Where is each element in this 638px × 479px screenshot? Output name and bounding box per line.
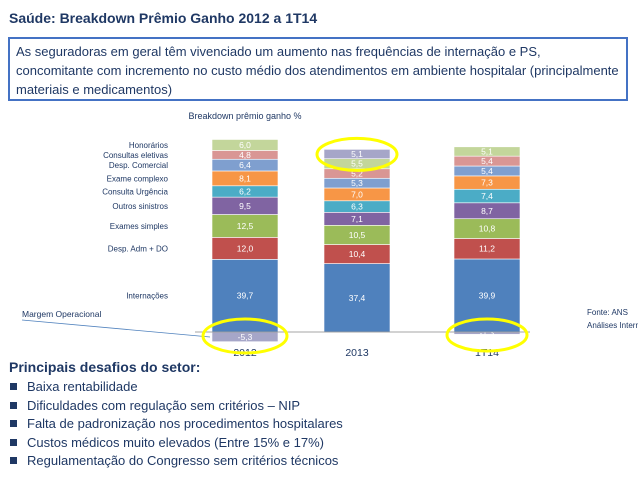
data-label: 6,2 — [239, 186, 251, 196]
bar-segment — [453, 146, 521, 157]
square-bullet-icon — [10, 401, 17, 409]
category-label: 1T14 — [475, 347, 499, 359]
bar-segment — [211, 139, 279, 151]
data-label: 7,3 — [481, 178, 493, 188]
legend-leader-line — [21, 319, 211, 338]
highlight-ellipse — [315, 136, 399, 172]
challenge-text: Baixa rentabilidade — [27, 379, 138, 394]
data-label: 5,2 — [351, 169, 363, 179]
square-bullet-icon — [10, 383, 17, 390]
data-label: 39,9 — [479, 290, 496, 300]
data-label: 9,5 — [239, 201, 251, 211]
bar-segment — [323, 149, 391, 159]
data-label: 7,0 — [351, 189, 363, 199]
data-label: 8,7 — [481, 206, 493, 216]
data-label: 6,3 — [351, 202, 363, 212]
challenge-text: Regulamentação do Congresso sem critério… — [27, 453, 339, 468]
challenge-item: Dificuldades com regulação sem critérios… — [9, 397, 343, 416]
chart-body: -5,339,712,012,59,56,28,16,44,86,0201237… — [21, 136, 530, 359]
data-label: 10,8 — [479, 224, 496, 234]
category-label: 2013 — [345, 347, 369, 359]
data-label: 5,5 — [351, 159, 363, 169]
legend-label: Exames simples — [110, 222, 168, 231]
challenge-text: Falta de padronização nos procedimentos … — [27, 416, 343, 431]
data-label: 10,5 — [349, 230, 366, 240]
data-label: 5,1 — [481, 146, 493, 156]
challenges-heading: Principais desafios do setor: — [9, 359, 201, 375]
source-line-2: Análises Internas — [587, 321, 638, 330]
data-label: -1,3 — [480, 328, 495, 338]
legend-label: Exame complexo — [107, 174, 169, 183]
subtitle-box: As seguradoras em geral têm vivenciado u… — [8, 37, 628, 101]
challenge-item: Baixa rentabilidade — [9, 378, 343, 397]
challenges-list: Baixa rentabilidade Dificuldades com reg… — [9, 378, 343, 471]
data-label: 6,4 — [239, 160, 251, 170]
challenge-text: Dificuldades com regulação sem critérios… — [27, 397, 301, 413]
challenge-text: Custos médicos muito elevados (Entre 15%… — [27, 434, 324, 450]
data-label: 4,8 — [239, 150, 251, 160]
legend-label: Outros sinistros — [112, 202, 168, 211]
legend-label: Margem Operacional — [22, 309, 101, 319]
data-label: 7,4 — [481, 191, 493, 201]
legend-label: Desp. Comercial — [109, 161, 168, 170]
challenge-item: Falta de padronização nos procedimentos … — [9, 415, 343, 434]
data-label: 12,0 — [237, 243, 254, 253]
page-title: Saúde: Breakdown Prêmio Ganho 2012 a 1T1… — [9, 10, 318, 26]
legend-label: Desp. Adm + DO — [108, 244, 168, 253]
data-label: 7,1 — [351, 214, 363, 224]
square-bullet-icon — [10, 420, 17, 427]
data-label: 39,7 — [237, 291, 254, 301]
legend-label: Consulta Urgência — [102, 187, 168, 196]
data-label: 10,4 — [349, 249, 366, 259]
subtitle-text: As seguradoras em geral têm vivenciado u… — [16, 44, 619, 97]
square-bullet-icon — [10, 438, 17, 446]
breakdown-chart: Breakdown prêmio ganho % Fonte: ANS Anál… — [21, 111, 638, 359]
data-label: 5,1 — [351, 149, 363, 159]
source-line-1: Fonte: ANS — [587, 308, 628, 317]
data-label: -5,3 — [238, 332, 253, 342]
challenges-section: Principais desafios do setor: Baixa rent… — [9, 359, 343, 471]
legend-label: Consultas eletivas — [103, 151, 168, 160]
chart-title: Breakdown prêmio ganho % — [188, 111, 301, 121]
challenge-item: Custos médicos muito elevados (Entre 15%… — [9, 434, 343, 453]
square-bullet-icon — [10, 457, 17, 464]
highlight-ellipse — [201, 317, 289, 355]
data-label: 5,4 — [481, 156, 493, 166]
legend-label: Honorários — [129, 141, 168, 150]
highlight-ellipse — [445, 317, 529, 353]
data-label: 12,5 — [237, 221, 254, 231]
challenge-item: Regulamentação do Congresso sem critério… — [9, 452, 343, 471]
data-label: 5,3 — [351, 178, 363, 188]
data-label: 11,2 — [479, 244, 495, 254]
data-label: 6,0 — [239, 140, 251, 150]
data-label: 5,4 — [481, 166, 493, 176]
data-label: 8,1 — [239, 173, 251, 183]
legend-label: Internações — [126, 292, 168, 301]
data-label: 37,4 — [349, 293, 366, 303]
